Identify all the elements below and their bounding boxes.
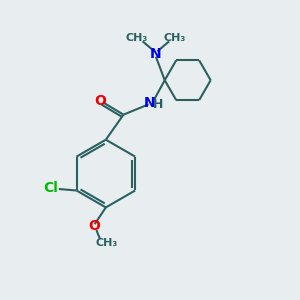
Text: H: H — [153, 98, 163, 111]
Text: O: O — [88, 219, 100, 233]
Text: CH₃: CH₃ — [163, 33, 186, 43]
Text: CH₃: CH₃ — [95, 238, 118, 248]
Text: N: N — [144, 96, 155, 110]
Text: Cl: Cl — [43, 182, 58, 195]
Text: CH₃: CH₃ — [125, 33, 147, 43]
Text: O: O — [94, 94, 106, 108]
Text: N: N — [150, 47, 162, 61]
